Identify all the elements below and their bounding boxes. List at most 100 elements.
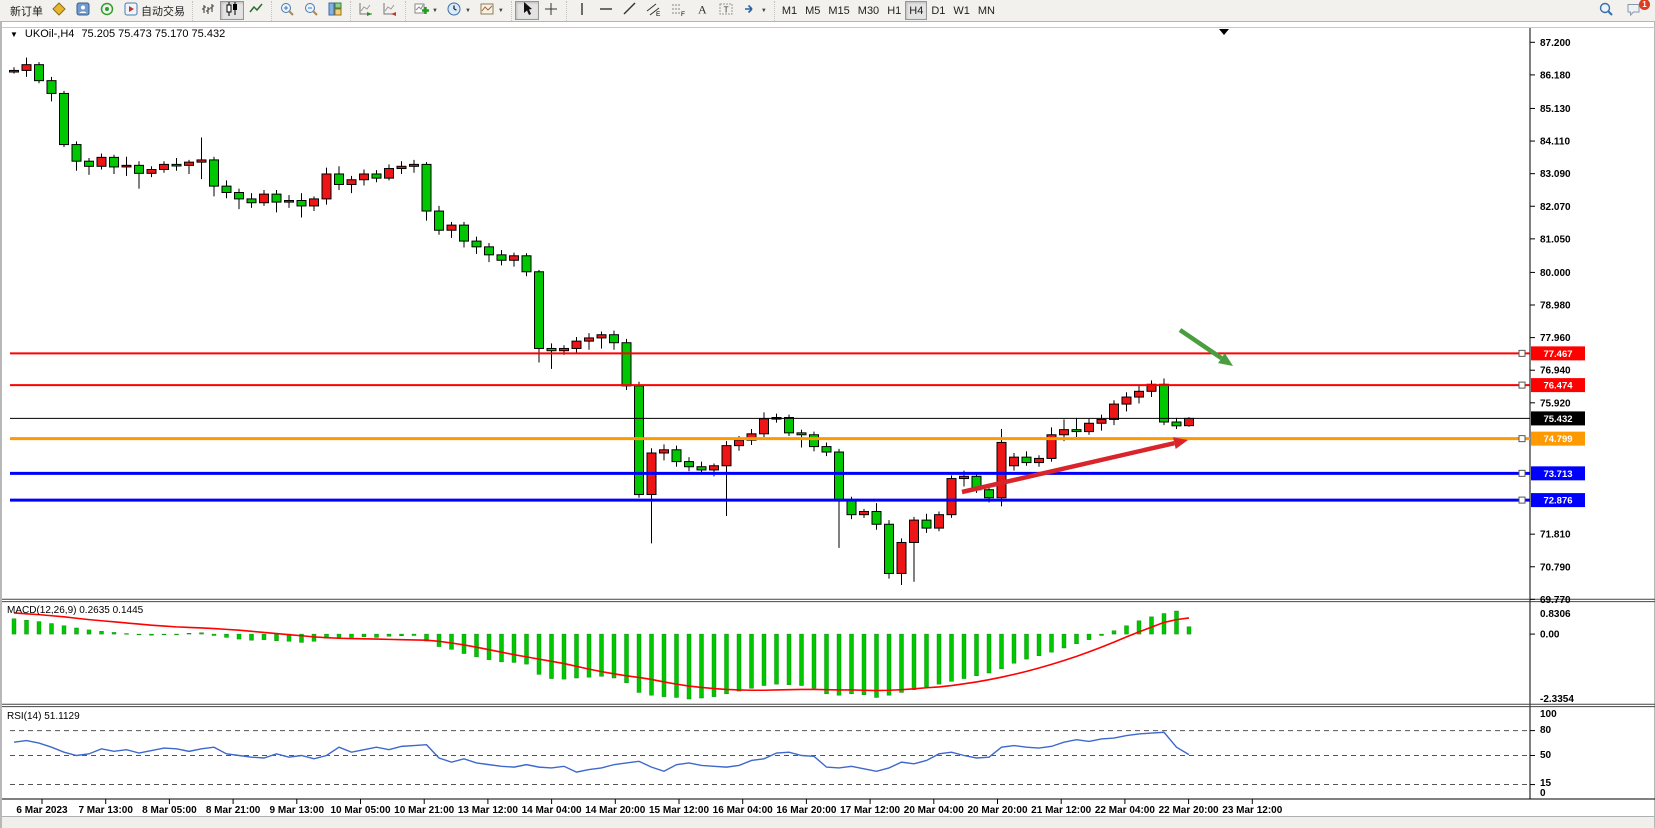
svg-text:F: F [681, 11, 685, 17]
tf-d1-button[interactable]: D1 [927, 1, 949, 20]
cursor-button[interactable] [514, 1, 539, 20]
macd-histogram-bar [111, 632, 117, 635]
tf-m5-button[interactable]: M5 [801, 1, 824, 20]
text-label-button[interactable]: T [714, 1, 738, 20]
tf-mn-button[interactable]: MN [974, 1, 999, 20]
chart-shift-marker-icon[interactable] [1219, 29, 1229, 35]
line-chart-button[interactable] [244, 1, 268, 20]
add-indicator-button[interactable]: ▼ [409, 1, 442, 20]
macd-histogram-bar [136, 633, 142, 636]
price-tick-label: 75.920 [1540, 398, 1571, 409]
search-button[interactable] [1594, 1, 1618, 20]
price-tick-label: 86.180 [1540, 70, 1571, 81]
candle-down [634, 385, 644, 496]
line-end-marker[interactable] [1518, 349, 1526, 357]
notification-badge: 1 [1639, 0, 1650, 10]
channel-button[interactable]: E [642, 1, 666, 20]
toolbar-group: E F A T ▼ [565, 0, 774, 21]
macd-histogram-bar [724, 633, 729, 695]
zoom-in-button[interactable] [275, 1, 299, 20]
rsi-pane: 100 80 50 150 [10, 709, 1557, 799]
time-tick-label: 13 Mar 12:00 [458, 805, 518, 816]
chevron-down-icon[interactable]: ▼ [10, 29, 18, 39]
crosshair-button[interactable] [539, 1, 563, 20]
tf-m1-button[interactable]: M1 [778, 1, 801, 20]
macd-histogram-bar [761, 633, 767, 686]
down-trend-arrow[interactable] [1178, 328, 1233, 366]
bar-chart-button[interactable] [196, 1, 220, 20]
zoom-out-button[interactable] [299, 1, 323, 20]
signals-icon-button[interactable] [95, 1, 119, 20]
macd-histogram-bar [224, 633, 229, 638]
candle-down [846, 499, 857, 516]
candle-down [1021, 456, 1032, 464]
candle-down [521, 255, 532, 273]
macd-histogram-bar [274, 633, 279, 641]
tf-h1-button[interactable]: H1 [883, 1, 905, 20]
candle-down [871, 510, 882, 525]
dropdown-caret-icon[interactable]: ▼ [497, 7, 504, 14]
chat-button[interactable]: 1 [1622, 0, 1650, 20]
time-tick-label: 17 Mar 12:00 [840, 805, 900, 816]
horizontal-line-button[interactable] [594, 1, 618, 20]
vertical-line-button[interactable] [570, 1, 594, 20]
new-order-button[interactable]: 新订单 [6, 1, 47, 20]
trendline-button[interactable] [618, 1, 642, 20]
macd-histogram-bar [1124, 625, 1129, 635]
macd-histogram-bar [986, 633, 992, 674]
macd-histogram-bar [236, 633, 242, 640]
tf-m15-button[interactable]: M15 [824, 1, 853, 20]
line-end-marker[interactable] [1518, 496, 1526, 504]
candle-up [996, 441, 1007, 499]
template-button[interactable]: ▼ [475, 1, 508, 20]
candle-down [821, 446, 832, 453]
macd-histogram-bar [999, 633, 1004, 670]
vline-icon [574, 1, 590, 20]
orderbook-icon-button[interactable] [47, 1, 71, 20]
candle-up [321, 173, 332, 200]
macd-histogram-bar [436, 633, 442, 647]
candle-down [1171, 421, 1182, 427]
autotrading-button[interactable]: 自动交易 [119, 1, 189, 20]
candlestick-chart-button[interactable] [220, 1, 244, 20]
macd-scale-zero: 0.00 [1540, 630, 1560, 641]
text-button[interactable]: A [690, 1, 714, 20]
candle-up [959, 475, 969, 480]
chart-window: 87.200 86.180 85.130 84.110 83.090 82.070 81.0… [0, 22, 1655, 828]
candle-down [484, 246, 494, 256]
macd-histogram-bar [211, 633, 217, 636]
dropdown-caret-icon[interactable]: ▼ [464, 7, 471, 14]
dropdown-caret-icon[interactable]: ▼ [760, 7, 767, 14]
macd-histogram-bar [186, 633, 192, 635]
candle-up [1134, 390, 1144, 398]
line-end-marker[interactable] [1518, 469, 1526, 477]
tf-m30-button[interactable]: M30 [854, 1, 883, 20]
line-end-marker[interactable] [1518, 435, 1526, 443]
chart-title: ▼ UKOil-,H4 75.205 75.473 75.170 75.432 [10, 28, 225, 40]
macd-histogram-bar [899, 633, 904, 693]
macd-histogram-bar [536, 633, 542, 675]
price-level-badge [1531, 466, 1585, 481]
price-tick-label: 77.960 [1540, 333, 1571, 344]
chart-shift-button[interactable] [378, 1, 402, 20]
up-trend-arrow[interactable] [961, 437, 1188, 495]
macd-histogram-bar [1036, 633, 1042, 656]
macd-signal-line [13, 612, 1190, 692]
candle-down [109, 156, 119, 168]
autoscroll-button[interactable] [354, 1, 378, 20]
chart-canvas[interactable]: 87.200 86.180 85.130 84.110 83.090 82.070 81.0… [2, 22, 1655, 828]
macd-histogram-bar [1149, 616, 1154, 635]
fibonacci-button[interactable]: F [666, 1, 690, 20]
time-axis: 6 Mar 2023 7 Mar 13:00 8 Mar 05:00 8 Mar 21… [16, 799, 1283, 816]
tf-h4-button[interactable]: H4 [905, 1, 928, 20]
price-tick-label: 82.070 [1540, 202, 1571, 213]
tile-windows-button[interactable] [323, 1, 347, 20]
macd-histogram-bar [1074, 633, 1079, 645]
period-menu-button[interactable]: ▼ [442, 1, 475, 20]
tf-w1-button[interactable]: W1 [949, 1, 974, 20]
line-end-marker[interactable] [1518, 381, 1526, 389]
candle-up [96, 156, 107, 167]
editor-icon-button[interactable] [71, 1, 95, 20]
shapes-button[interactable]: ▼ [738, 1, 771, 20]
dropdown-caret-icon[interactable]: ▼ [432, 7, 438, 14]
